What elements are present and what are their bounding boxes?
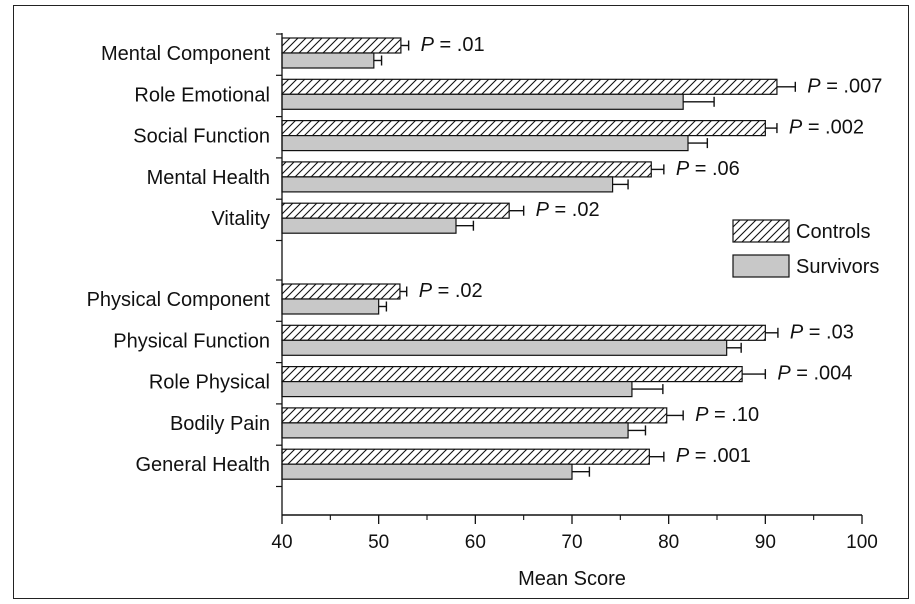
category-label: Physical Component xyxy=(87,289,271,311)
chart-frame xyxy=(13,5,909,599)
controls-bar xyxy=(281,448,650,465)
x-tick-label: 40 xyxy=(271,532,292,553)
controls-bar xyxy=(281,37,402,54)
survivors-bar xyxy=(281,422,629,439)
legend-label-controls: Controls xyxy=(796,221,870,243)
x-tick-label: 70 xyxy=(561,532,582,553)
p-value-label: P = .02 xyxy=(419,280,483,302)
controls-bar xyxy=(281,78,778,95)
controls-bar xyxy=(281,324,766,341)
p-value-label: P = .03 xyxy=(790,321,854,343)
legend-label-survivors: Survivors xyxy=(796,256,879,278)
p-value-label: P = .10 xyxy=(695,404,759,426)
category-labels: Mental Component P = .01 Role Emotional P =… xyxy=(87,34,883,476)
survivors-bar xyxy=(281,298,380,315)
p-value-label: P = .001 xyxy=(676,445,751,467)
p-value-label: P = .002 xyxy=(789,117,864,139)
survivors-bar xyxy=(281,135,689,152)
x-tick-label: 90 xyxy=(755,532,776,553)
category-label: General Health xyxy=(135,454,270,476)
x-tick-label: 80 xyxy=(658,532,679,553)
category-label: Physical Function xyxy=(113,330,270,352)
category-label: Mental Component xyxy=(101,43,270,65)
controls-bar xyxy=(281,202,510,219)
category-label: Role Emotional xyxy=(134,84,270,106)
bars-layer xyxy=(281,37,796,480)
x-tick-label: 60 xyxy=(465,532,486,553)
p-value-label: P = .01 xyxy=(421,34,485,56)
p-value-label: P = .02 xyxy=(536,199,600,221)
survivors-bar xyxy=(281,381,633,398)
legend-swatch-controls xyxy=(732,219,790,243)
controls-bar xyxy=(281,161,652,178)
survivors-bar xyxy=(281,176,614,193)
p-value-label: P = .004 xyxy=(777,363,852,385)
survivors-bar xyxy=(281,52,375,69)
survivors-bar xyxy=(281,463,573,480)
controls-bar xyxy=(281,283,401,300)
x-tick-label: 50 xyxy=(368,532,389,553)
category-label: Mental Health xyxy=(147,167,270,189)
category-label: Social Function xyxy=(133,126,270,148)
x-axis: 40 50 60 70 80 90 100 Mean Score xyxy=(271,33,878,590)
x-axis-title: Mean Score xyxy=(518,568,626,590)
survivors-bar xyxy=(281,217,457,234)
p-value-label: P = .06 xyxy=(676,158,740,180)
p-value-label: P = .007 xyxy=(807,75,882,97)
survivors-bar xyxy=(281,339,728,356)
survivors-bar xyxy=(281,93,684,110)
legend-swatch-survivors xyxy=(732,254,790,278)
controls-bar xyxy=(281,366,743,383)
legend: Controls Survivors xyxy=(732,219,879,278)
controls-bar xyxy=(281,119,766,137)
category-label: Vitality xyxy=(211,208,270,230)
x-tick-label: 100 xyxy=(846,532,878,553)
category-label: Bodily Pain xyxy=(170,413,270,435)
category-label: Role Physical xyxy=(149,372,270,394)
controls-bar xyxy=(281,407,668,424)
